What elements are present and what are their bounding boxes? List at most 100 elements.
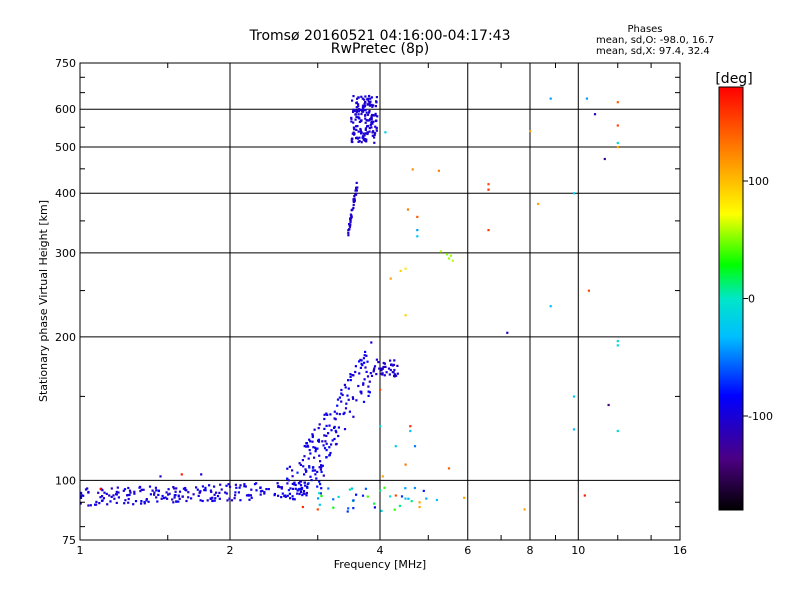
data-point	[318, 503, 321, 506]
data-point	[248, 498, 251, 501]
data-point	[358, 136, 361, 139]
data-point	[323, 417, 326, 421]
data-point	[308, 438, 311, 441]
data-point	[364, 121, 367, 124]
data-point	[400, 495, 404, 498]
data-point	[204, 489, 207, 492]
data-point	[362, 108, 365, 112]
data-point	[216, 494, 220, 498]
data-point	[396, 372, 399, 375]
data-point	[353, 199, 356, 202]
data-point	[143, 500, 146, 504]
data-point	[352, 110, 355, 113]
data-point	[164, 496, 167, 499]
data-point	[309, 452, 312, 455]
data-point	[177, 500, 180, 503]
data-point	[286, 467, 289, 470]
data-point	[330, 443, 333, 446]
data-point	[368, 102, 371, 105]
data-point	[352, 203, 355, 206]
data-point	[103, 491, 106, 494]
data-point	[370, 120, 374, 123]
x-tick-label: 8	[527, 544, 534, 557]
data-point	[348, 410, 351, 413]
data-point	[369, 372, 372, 375]
data-point	[305, 445, 308, 448]
data-point	[213, 485, 216, 488]
data-point	[587, 289, 590, 292]
data-point	[259, 490, 262, 493]
data-point	[349, 373, 352, 376]
data-point	[375, 119, 378, 122]
data-point	[351, 208, 354, 211]
data-point	[346, 510, 349, 513]
data-point	[288, 492, 291, 495]
data-point	[299, 484, 303, 487]
data-point	[289, 487, 292, 490]
data-point	[302, 492, 305, 495]
data-point	[301, 505, 304, 509]
data-point	[362, 400, 366, 403]
data-point	[354, 118, 357, 121]
data-point	[291, 487, 295, 490]
data-point	[289, 497, 292, 500]
data-point	[354, 365, 357, 368]
data-point	[385, 371, 388, 374]
data-point	[361, 494, 365, 497]
data-point	[396, 364, 399, 367]
data-point	[313, 428, 316, 431]
data-point	[355, 192, 358, 195]
data-point	[239, 499, 242, 502]
data-point	[360, 390, 363, 393]
data-point	[355, 101, 358, 104]
data-point	[318, 480, 321, 483]
data-point	[261, 489, 264, 492]
data-point	[302, 489, 306, 493]
data-point	[213, 499, 216, 502]
data-point	[79, 502, 82, 505]
data-point	[375, 101, 378, 104]
data-point	[487, 183, 490, 186]
data-point	[583, 494, 586, 497]
data-point	[153, 491, 156, 494]
data-point	[307, 457, 310, 460]
data-point	[182, 487, 185, 490]
data-point	[291, 469, 294, 472]
data-point	[298, 492, 301, 496]
data-point	[350, 217, 353, 220]
data-point	[451, 259, 454, 262]
data-point	[115, 490, 118, 493]
data-point	[149, 493, 152, 496]
data-point	[325, 424, 328, 427]
data-point	[389, 359, 392, 362]
data-point	[211, 499, 214, 503]
data-point	[357, 113, 360, 116]
data-point	[389, 368, 392, 372]
data-point	[192, 493, 195, 496]
data-point	[199, 499, 202, 502]
data-point	[398, 504, 401, 507]
data-point	[190, 497, 193, 500]
data-point	[348, 224, 351, 227]
data-point	[311, 469, 314, 472]
data-point	[332, 498, 335, 501]
data-point	[303, 481, 306, 484]
data-point	[309, 475, 312, 478]
data-point	[371, 134, 374, 137]
data-point	[168, 492, 171, 495]
data-point	[370, 96, 373, 99]
data-point	[445, 253, 449, 256]
data-point	[172, 501, 175, 504]
data-point	[362, 110, 365, 113]
data-point	[379, 425, 382, 428]
data-point	[364, 127, 367, 130]
data-point	[145, 499, 148, 502]
data-point	[174, 494, 177, 497]
data-point	[259, 486, 262, 489]
data-point	[325, 456, 328, 459]
data-point	[354, 370, 357, 374]
data-point	[361, 104, 365, 107]
data-point	[366, 132, 369, 136]
data-point	[393, 508, 396, 511]
data-point	[296, 489, 299, 492]
